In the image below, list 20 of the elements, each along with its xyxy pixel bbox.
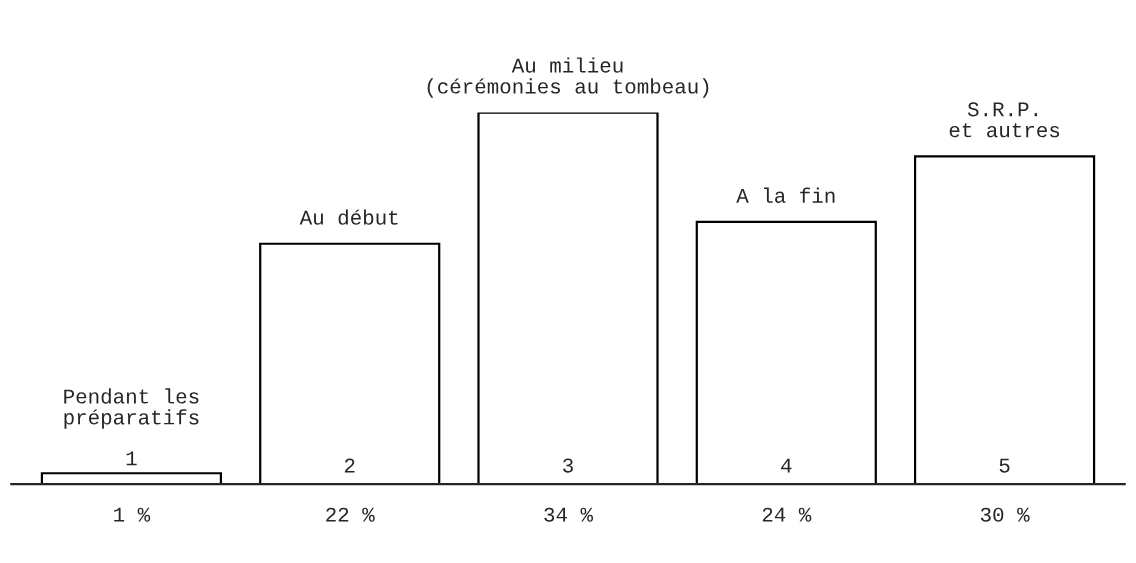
data-label: 1 %	[114, 507, 151, 522]
x-tick-label: 3	[563, 458, 573, 473]
x-tick-label: 4	[781, 458, 792, 473]
annotation: A la fin	[736, 187, 835, 203]
data-label: 34 %	[544, 507, 594, 522]
x-tick-label: 5	[999, 458, 1010, 473]
bar	[913, 155, 1096, 485]
x-tick-label: 2	[344, 458, 355, 473]
bar	[259, 242, 441, 485]
annotation: Pendant les préparatifs	[64, 388, 199, 429]
bar	[40, 472, 223, 485]
annotation: S.R.P. et autres	[949, 102, 1060, 138]
bar	[695, 220, 877, 485]
data-label: 30 %	[980, 507, 1030, 522]
x-tick-label: 1	[126, 451, 137, 466]
data-label: 24 %	[762, 507, 812, 522]
annotation: Au début	[299, 209, 398, 225]
annotation: Au milieu (cérémonies au tombeau)	[427, 57, 709, 98]
bar	[477, 112, 659, 485]
data-label: 22 %	[326, 507, 375, 522]
